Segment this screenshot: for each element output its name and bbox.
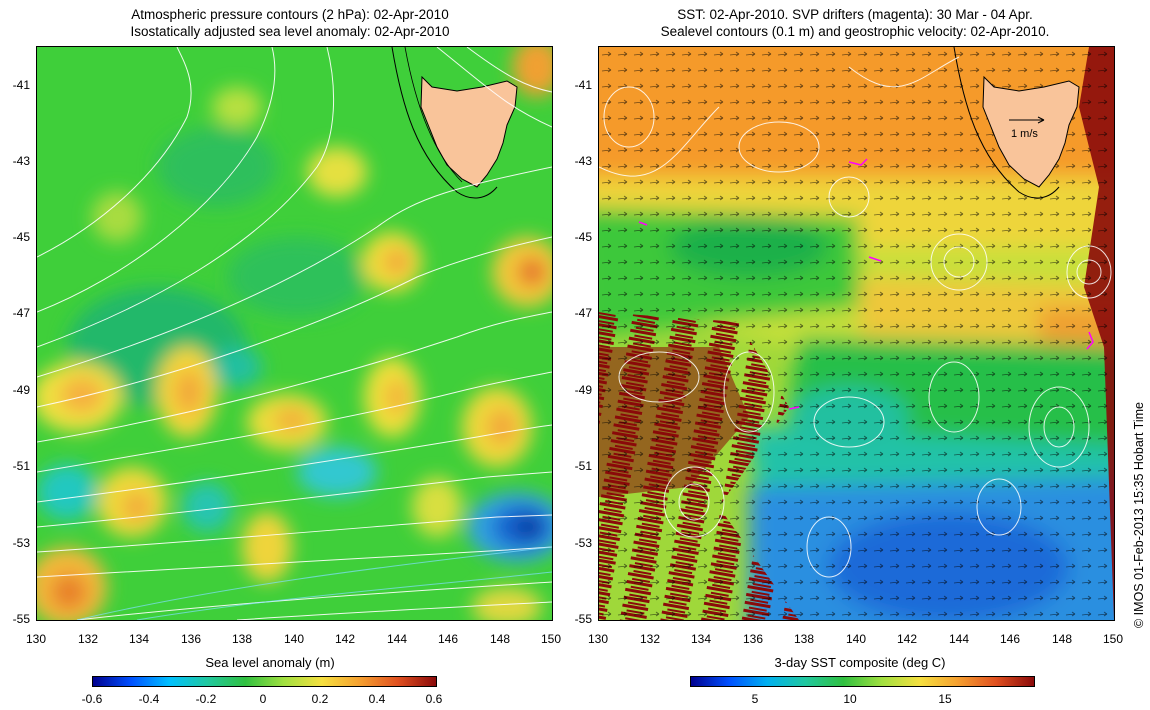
lon-tick: 150	[540, 632, 562, 646]
left-map-title: Atmospheric pressure contours (2 hPa): 0…	[20, 6, 560, 40]
lon-tick: 142	[896, 632, 918, 646]
sla-colorbar-tick: -0.2	[195, 692, 217, 706]
lon-tick: 130	[587, 632, 609, 646]
lon-tick: 148	[1051, 632, 1073, 646]
lon-tick: 136	[742, 632, 764, 646]
lon-tick: 144	[386, 632, 408, 646]
lon-tick: 134	[128, 632, 150, 646]
sla-colorbar-tick: -0.6	[81, 692, 103, 706]
sst-map[interactable]: 1 m/s	[598, 46, 1115, 621]
sst-colorbar-tick: 10	[843, 692, 857, 706]
lat-tick: -55	[574, 612, 592, 626]
lon-tick: 132	[639, 632, 661, 646]
svp-drifter-tracks	[638, 158, 1094, 410]
left-title-line1: Atmospheric pressure contours (2 hPa): 0…	[131, 7, 449, 22]
lat-tick: -45	[574, 230, 592, 244]
sealevel-contours	[599, 56, 1112, 578]
lat-tick: -49	[12, 383, 30, 397]
lon-tick: 138	[793, 632, 815, 646]
lat-tick: -51	[574, 459, 592, 473]
lon-tick: 148	[489, 632, 511, 646]
lat-tick: -45	[12, 230, 30, 244]
lat-tick: -43	[12, 154, 30, 168]
lat-tick: -41	[12, 78, 30, 92]
right-title-line2: Sealevel contours (0.1 m) and geostrophi…	[660, 24, 1050, 39]
sla-colorbar-tick: -0.4	[138, 692, 160, 706]
sst-colorbar	[690, 676, 1035, 687]
lon-tick: 142	[334, 632, 356, 646]
sla-colorbar-label: Sea level anomaly (m)	[205, 655, 335, 670]
velocity-scale-label: 1 m/s	[1011, 128, 1038, 140]
lat-tick: -43	[574, 154, 592, 168]
imos-credit: © IMOS 01-Feb-2013 15:35 Hobart Time	[1132, 402, 1146, 628]
lat-tick: -47	[574, 306, 592, 320]
lat-tick: -51	[12, 459, 30, 473]
lon-tick: 150	[1102, 632, 1124, 646]
sst-colorbar-tick: 15	[938, 692, 952, 706]
right-title-line1: SST: 02-Apr-2010. SVP drifters (magenta)…	[677, 7, 1033, 22]
sla-colorbar-tick: 0.6	[425, 692, 443, 706]
lon-tick: 146	[999, 632, 1021, 646]
sst-colorbar-label: 3-day SST composite (deg C)	[774, 655, 946, 670]
lon-tick: 132	[77, 632, 99, 646]
left-title-line2: Isostatically adjusted sea level anomaly…	[130, 24, 450, 39]
lon-tick: 140	[845, 632, 867, 646]
lat-tick: -53	[12, 536, 30, 550]
sla-field	[37, 47, 552, 620]
lon-tick: 146	[437, 632, 459, 646]
sla-colorbar-tick: 0	[259, 692, 267, 706]
lat-tick: -55	[12, 612, 30, 626]
lon-tick: 136	[180, 632, 202, 646]
sea-level-anomaly-map[interactable]	[36, 46, 553, 621]
lat-tick: -47	[12, 306, 30, 320]
right-map-title: SST: 02-Apr-2010. SVP drifters (magenta)…	[585, 6, 1125, 40]
lon-tick: 144	[948, 632, 970, 646]
tasmania-land	[420, 75, 518, 188]
lon-tick: 138	[231, 632, 253, 646]
pressure-contours	[37, 47, 552, 620]
sla-colorbar-tick: 0.2	[311, 692, 329, 706]
sla-colorbar	[92, 676, 437, 687]
lat-tick: -41	[574, 78, 592, 92]
lon-tick: 134	[690, 632, 712, 646]
lon-tick: 130	[25, 632, 47, 646]
sla-colorbar-tick: 0.4	[368, 692, 386, 706]
sst-colorbar-tick: 5	[751, 692, 759, 706]
velocity-scale	[1009, 116, 1045, 124]
lat-tick: -53	[574, 536, 592, 550]
lat-tick: -49	[574, 383, 592, 397]
tasmania-land	[982, 75, 1080, 188]
lon-tick: 140	[283, 632, 305, 646]
